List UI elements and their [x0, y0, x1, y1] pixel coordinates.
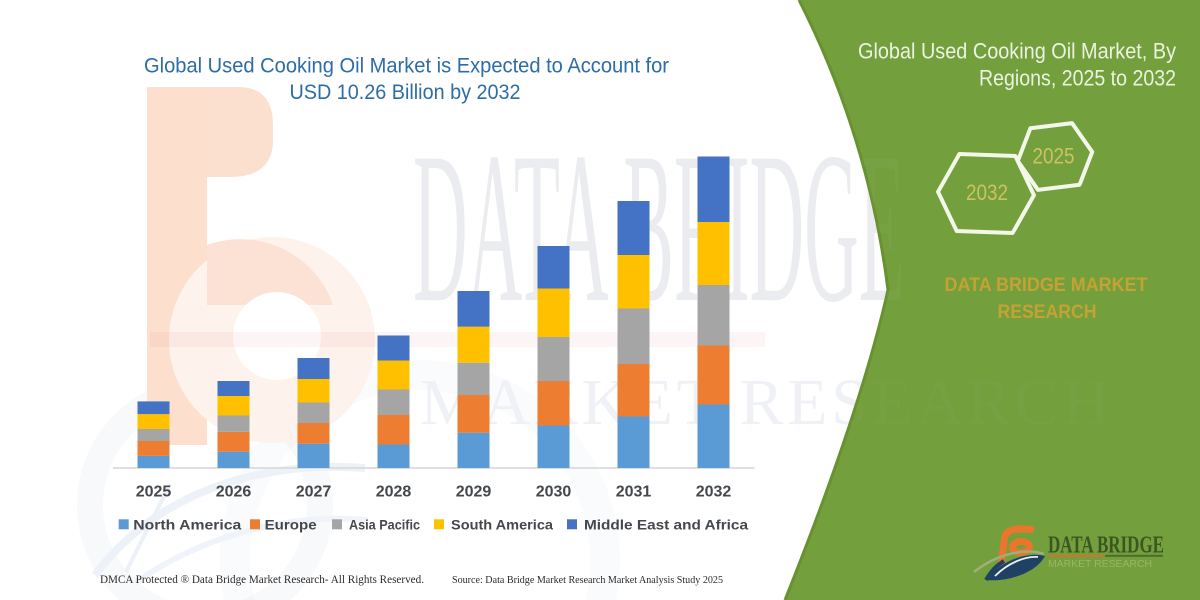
- svg-text:South America: South America: [451, 516, 553, 532]
- svg-text:2031: 2031: [616, 484, 652, 501]
- svg-text:DMCA Protected ® Data Bridge M: DMCA Protected ® Data Bridge Market Rese…: [100, 574, 424, 586]
- svg-text:Source: Data Bridge Market Res: Source: Data Bridge Market Research Mark…: [452, 575, 723, 586]
- svg-text:Europe: Europe: [265, 516, 317, 532]
- svg-text:Asia Pacific: Asia Pacific: [349, 516, 420, 532]
- svg-text:2027: 2027: [296, 484, 332, 501]
- svg-text:Middle East and Africa: Middle East and Africa: [584, 516, 748, 532]
- svg-text:DATA BRIDGE: DATA BRIDGE: [413, 108, 905, 347]
- svg-text:2025: 2025: [1033, 144, 1075, 169]
- svg-text:2032: 2032: [696, 484, 732, 501]
- svg-text:MARKET RESEARCH: MARKET RESEARCH: [1048, 559, 1152, 570]
- svg-text:Global Used Cooking Oil Market: Global Used Cooking Oil Market is Expect…: [144, 55, 669, 78]
- svg-text:DATA BRIDGE: DATA BRIDGE: [1048, 533, 1164, 559]
- svg-text:DATA BRIDGE MARKET: DATA BRIDGE MARKET: [945, 275, 1148, 296]
- svg-text:2026: 2026: [216, 484, 252, 501]
- svg-text:2030: 2030: [536, 484, 572, 501]
- svg-text:2032: 2032: [966, 180, 1008, 205]
- svg-text:2028: 2028: [376, 484, 412, 501]
- svg-text:RESEARCH: RESEARCH: [998, 302, 1097, 323]
- svg-text:Global Used Cooking Oil Market: Global Used Cooking Oil Market, By: [858, 39, 1176, 64]
- svg-text:North America: North America: [133, 516, 241, 532]
- svg-text:2029: 2029: [456, 484, 492, 501]
- svg-text:USD 10.26 Billion by 2032: USD 10.26 Billion by 2032: [290, 81, 521, 104]
- svg-text:Regions, 2025 to 2032: Regions, 2025 to 2032: [979, 66, 1176, 91]
- svg-text:2025: 2025: [136, 484, 172, 501]
